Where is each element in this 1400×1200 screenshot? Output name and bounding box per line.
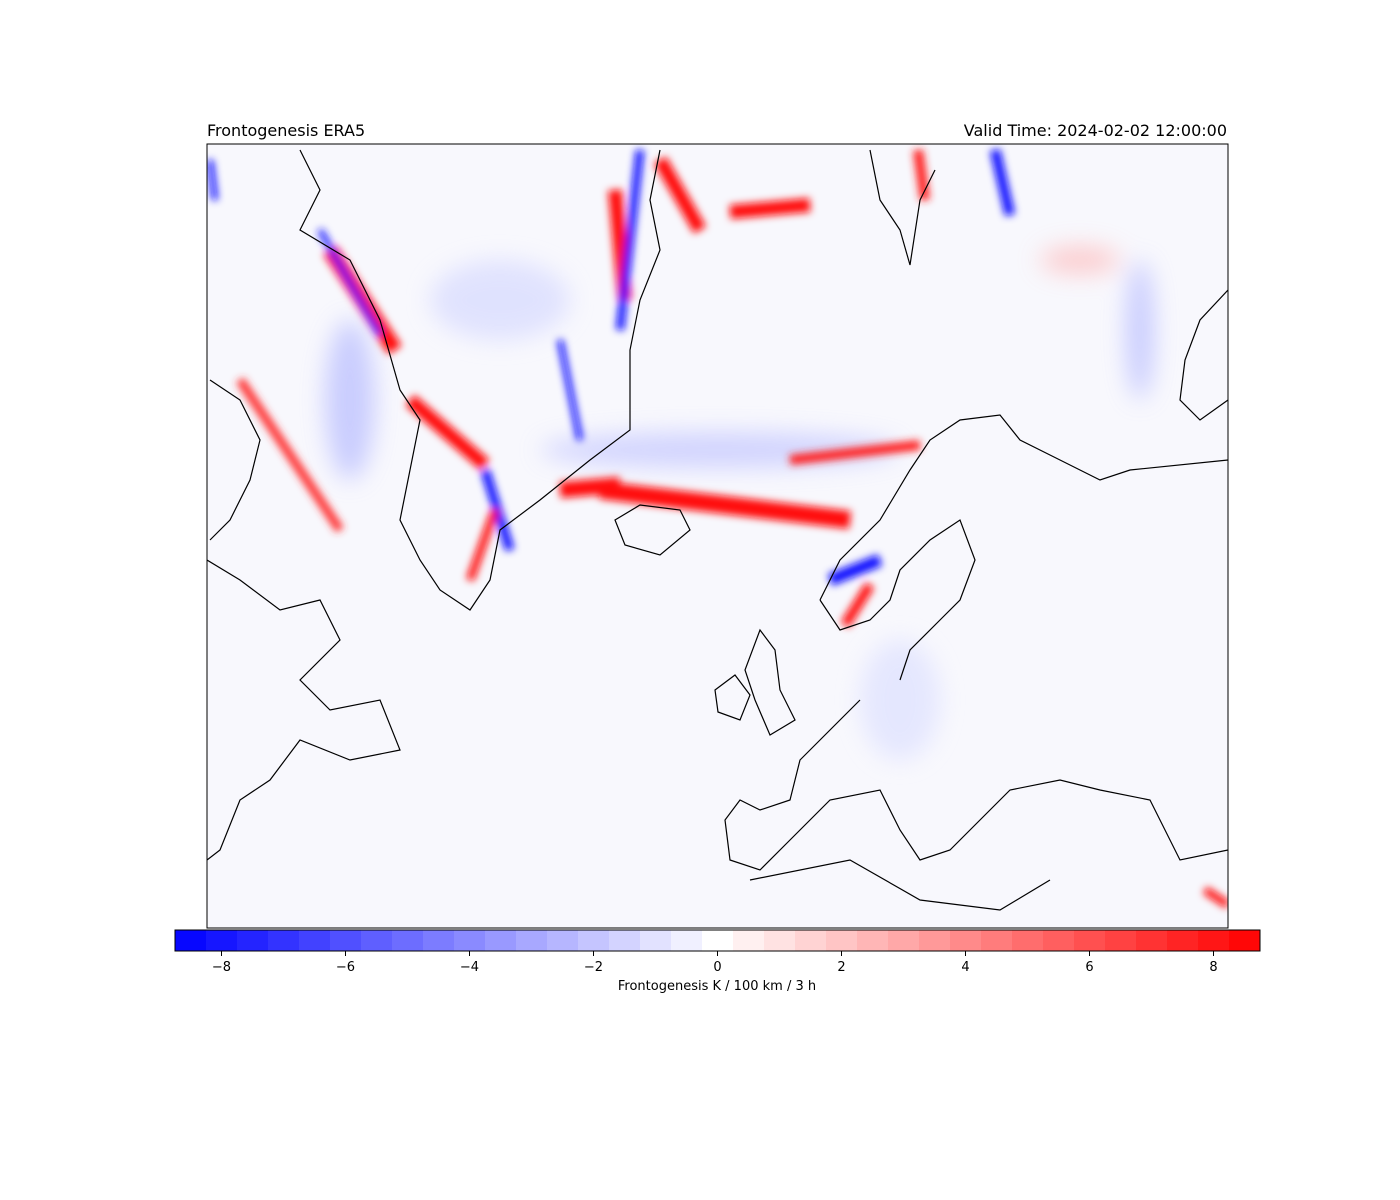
colorbar-bin [1012, 930, 1044, 951]
colorbar-bin [392, 930, 424, 951]
colorbar-tick-label: −8 [212, 960, 231, 975]
colorbar-bin [1074, 930, 1106, 951]
colorbar-bin [702, 930, 734, 951]
colorbar-bin [919, 930, 951, 951]
colorbar-bin [888, 930, 920, 951]
colorbar-bin [1105, 930, 1137, 951]
colorbar-bin [485, 930, 517, 951]
colorbar-bin [640, 930, 672, 951]
colorbar-bin [1043, 930, 1075, 951]
colorbar-label: Frontogenesis K / 100 km / 3 h [618, 979, 816, 994]
colorbar-bin [1229, 930, 1261, 951]
colorbar-tick-label: −6 [336, 960, 355, 975]
map-background [207, 144, 1228, 928]
colorbar-tick-label: 0 [713, 960, 721, 975]
colorbar-bin [206, 930, 238, 951]
colorbar-tick-label: −4 [460, 960, 479, 975]
colorbar-bin [237, 930, 269, 951]
colorbar-bin [609, 930, 641, 951]
colorbar-tick-label: 2 [837, 960, 845, 975]
colorbar-bin [268, 930, 300, 951]
colorbar-bin [1198, 930, 1230, 951]
colorbar-tick-label: 6 [1085, 960, 1093, 975]
colorbar-bin [1136, 930, 1168, 951]
colorbar-bin [578, 930, 610, 951]
colorbar-bin [175, 930, 207, 951]
colorbar-bin [764, 930, 796, 951]
colorbar-tick-label: −2 [584, 960, 603, 975]
colorbar-bin [950, 930, 982, 951]
colorbar-bin [330, 930, 362, 951]
colorbar-bin [857, 930, 889, 951]
colorbar-bin [423, 930, 455, 951]
colorbar-bin [299, 930, 331, 951]
colorbar-bin [361, 930, 393, 951]
colorbar-tick-label: 4 [961, 960, 969, 975]
title-left: Frontogenesis ERA5 [207, 121, 365, 140]
colorbar-bin [454, 930, 486, 951]
colorbar-bin [1167, 930, 1199, 951]
title-right: Valid Time: 2024-02-02 12:00:00 [964, 121, 1227, 140]
colorbar-bin [547, 930, 579, 951]
colorbar-bin [826, 930, 858, 951]
coastlines [207, 149, 1228, 911]
colorbar-bin [795, 930, 827, 951]
colorbar-bin [981, 930, 1013, 951]
map-frame [206, 143, 1229, 929]
colorbar-bin [516, 930, 548, 951]
colorbar: −8 −6 −4 −2 0 2 4 6 8 [174, 929, 1261, 975]
colorbar-bin [671, 930, 703, 951]
colorbar-bin [733, 930, 765, 951]
map-field [207, 144, 1228, 928]
colorbar-tick-label: 8 [1209, 960, 1217, 975]
